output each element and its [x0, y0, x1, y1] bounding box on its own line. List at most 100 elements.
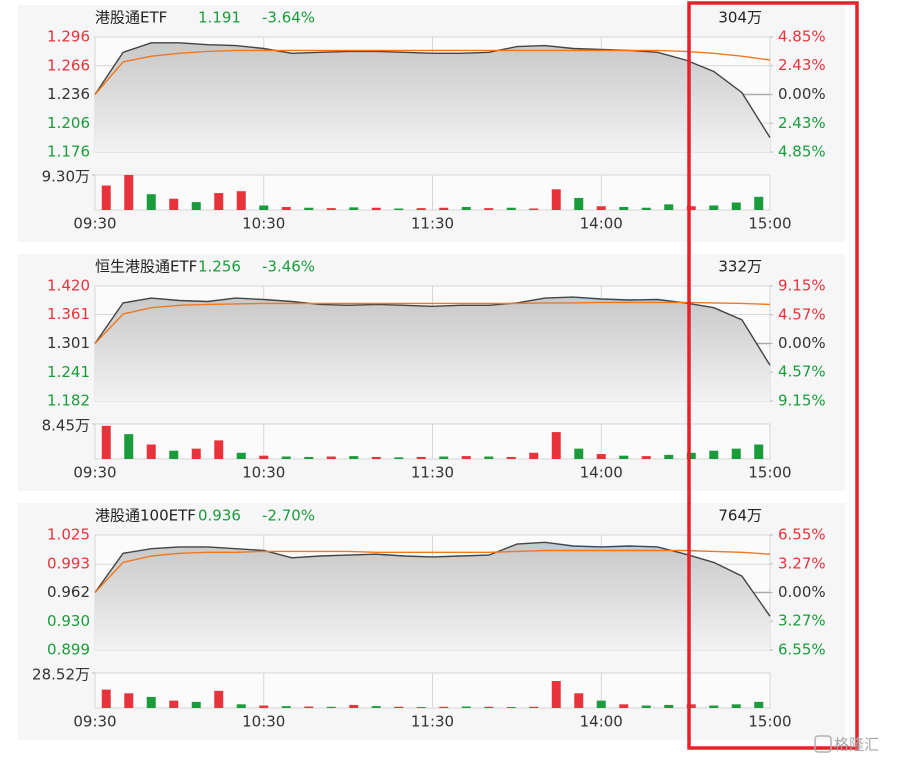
y-tick-label: 1.206: [47, 114, 90, 132]
volume-bar: [416, 456, 426, 459]
y-tick-label: 1.361: [47, 305, 90, 323]
volume-bar: [304, 207, 314, 210]
watermark: 格隆汇: [834, 736, 879, 754]
x-tick-label: 15:00: [748, 713, 791, 731]
volume-bar: [709, 705, 719, 708]
volume-bar: [326, 456, 336, 459]
y-tick-label: 1.182: [47, 392, 90, 410]
x-tick-label: 11:30: [411, 215, 454, 233]
volume-bar: [439, 207, 449, 210]
y-tick-label: 1.420: [47, 277, 90, 295]
price: 1.191: [198, 9, 241, 27]
change: -3.64%: [262, 9, 315, 27]
volume-bar: [754, 196, 764, 210]
volume-bar: [259, 705, 269, 708]
panel: 恒生港股通ETF 1.256 -3.46% 332万 09:30 10:30 11:30 14…: [18, 254, 845, 491]
volume-bar: [236, 452, 246, 459]
volume-bar: [461, 456, 471, 459]
volume-bar: [641, 207, 651, 210]
title: 港股通100ETF: [95, 507, 196, 525]
volume-bar: [551, 432, 561, 459]
volume-bar: [169, 700, 179, 708]
volume-bar: [484, 706, 494, 708]
y-tick-label: 0.993: [47, 555, 90, 573]
title: 港股通ETF: [95, 9, 167, 27]
x-tick-label: 14:00: [580, 215, 623, 233]
volume-bar: [169, 450, 179, 459]
volume-bar: [259, 205, 269, 210]
y2-tick-label: 9.15%: [778, 277, 826, 295]
volume-bar: [596, 700, 606, 708]
volume-tick-label: 9.30万: [42, 168, 90, 186]
y-tick-label: 1.296: [47, 28, 90, 46]
price-area: [95, 542, 770, 650]
volume-bar: [124, 434, 134, 459]
volume-bar: [686, 704, 696, 708]
x-tick-label: 09:30: [73, 713, 116, 731]
volume-bar: [754, 444, 764, 459]
volume-bar: [619, 206, 629, 210]
volume-bar: [146, 194, 156, 210]
volume-bar: [304, 706, 314, 708]
volume-bar: [709, 450, 719, 459]
turnover: 764万: [718, 507, 762, 525]
volume-bar: [169, 198, 179, 210]
volume-bar: [326, 208, 336, 210]
x-tick-label: 09:30: [73, 464, 116, 482]
volume-bar: [529, 208, 539, 210]
price-area: [95, 42, 770, 152]
volume-bar: [124, 175, 134, 210]
y2-tick-label: 0.00%: [778, 583, 826, 601]
volume-bar: [664, 454, 674, 459]
average-line: [94, 49, 771, 95]
volume-bar: [439, 456, 449, 459]
volume-bar: [461, 706, 471, 708]
volume-bar: [664, 704, 674, 708]
y-tick-label: 1.241: [47, 363, 90, 381]
volume-bar: [349, 704, 359, 708]
volume-bar: [214, 193, 224, 210]
price-line: [94, 541, 771, 617]
volume-bar: [439, 706, 449, 708]
volume-bar: [259, 455, 269, 459]
y2-tick-label: 6.55%: [778, 526, 826, 544]
y2-tick-label: 2.43%: [778, 56, 826, 74]
volume-bar: [574, 693, 584, 708]
change: -3.46%: [262, 258, 315, 276]
y-tick-label: 1.266: [47, 56, 90, 74]
y-tick-label: 1.236: [47, 85, 90, 103]
average-line: [94, 301, 771, 344]
turnover: 332万: [718, 258, 762, 276]
volume-bar: [731, 448, 741, 459]
volume-bar: [484, 456, 494, 459]
y-tick-label: 1.301: [47, 334, 90, 352]
panel: 港股通100ETF 0.936 -2.70% 764万 09:30 10:30 11:30 1…: [18, 503, 845, 740]
volume-bar: [619, 455, 629, 459]
volume-bar: [529, 452, 539, 459]
x-tick-label: 10:30: [242, 713, 285, 731]
title: 恒生港股通ETF: [95, 258, 197, 276]
average-line: [94, 549, 771, 593]
volume-bar: [731, 202, 741, 210]
price-line: [94, 42, 771, 138]
volume-bar: [146, 444, 156, 459]
volume-bar: [394, 208, 404, 210]
volume-bar: [281, 456, 291, 459]
x-tick-label: 09:30: [73, 215, 116, 233]
volume-bar: [146, 696, 156, 708]
volume-bar: [371, 207, 381, 210]
y-tick-label: 1.025: [47, 526, 90, 544]
y-tick-label: 0.930: [47, 612, 90, 630]
y2-tick-label: 4.57%: [778, 363, 826, 381]
y2-tick-label: 3.27%: [778, 612, 826, 630]
volume-bar: [304, 456, 314, 459]
volume-bar: [506, 707, 516, 708]
volume-bar: [506, 207, 516, 210]
y-tick-label: 0.899: [47, 641, 90, 659]
volume-bar: [349, 456, 359, 459]
volume-bar: [641, 456, 651, 459]
volume-bar: [641, 705, 651, 708]
volume-bar: [281, 206, 291, 210]
x-tick-label: 15:00: [748, 464, 791, 482]
